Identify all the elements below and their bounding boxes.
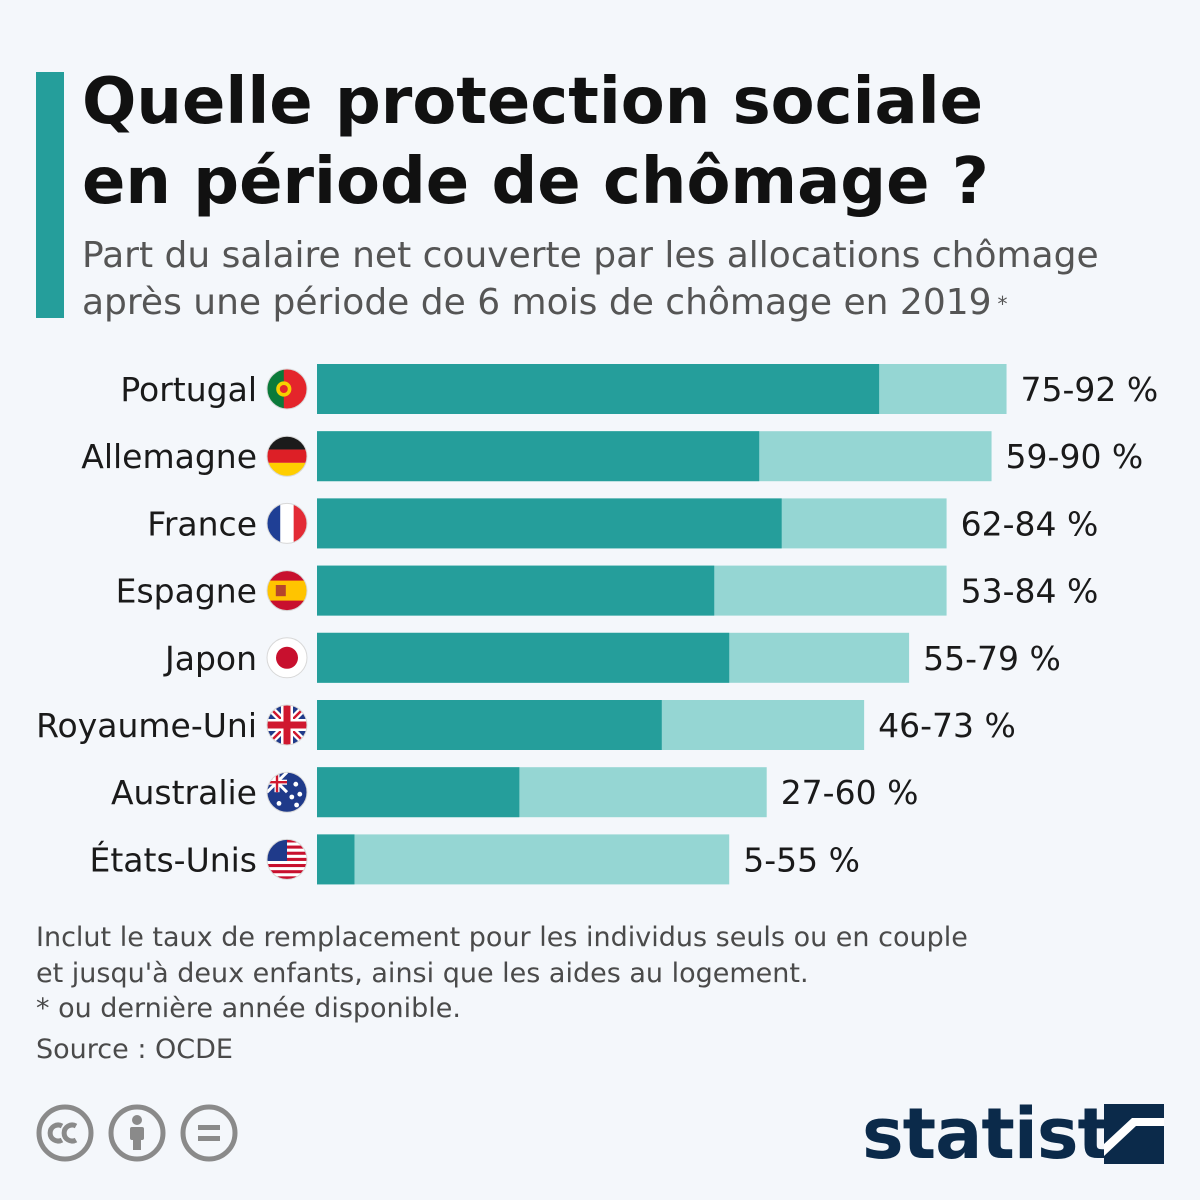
data-label: 59-90 % <box>1006 437 1144 476</box>
data-label: 27-60 % <box>781 773 919 812</box>
no-derivatives-icon[interactable] <box>180 1104 238 1162</box>
spain-flag-icon <box>266 570 308 612</box>
bar-min <box>317 700 662 750</box>
chart-title: Quelle protection sociale en période de … <box>82 62 1172 222</box>
footnote: Inclut le taux de remplacement pour les … <box>36 920 1136 1027</box>
country-label: Allemagne <box>81 437 257 476</box>
country-label: Royaume-Uni <box>36 706 257 745</box>
bar-min <box>317 632 730 683</box>
bar-row: Espagne 53-84 % <box>116 565 1099 616</box>
country-label: États-Unis <box>90 839 257 879</box>
title-accent-bar <box>36 72 64 318</box>
bar-row: Royaume-Uni 46-73 % <box>36 700 1016 750</box>
data-label: 5-55 % <box>743 840 860 879</box>
france-flag-icon <box>266 502 308 544</box>
bar-row: Allemagne 59-90 % <box>81 431 1144 482</box>
data-label: 75-92 % <box>1021 370 1159 409</box>
subtitle-line-2: après une période de 6 mois de chômage e… <box>82 279 1182 326</box>
bar-min <box>317 431 760 482</box>
data-label: 55-79 % <box>923 639 1061 678</box>
bar-min <box>317 565 715 616</box>
bar-min <box>317 834 355 885</box>
country-label: France <box>147 504 257 543</box>
subtitle-asterisk: * <box>997 292 1008 316</box>
country-label: Japon <box>163 639 257 678</box>
country-label: Espagne <box>116 572 257 611</box>
footnote-line-2: et jusqu'à deux enfants, ainsi que les a… <box>36 957 809 989</box>
bar-min <box>317 767 520 818</box>
subtitle-line-1: Part du salaire net couverte par les all… <box>82 235 1099 276</box>
title-line-1: Quelle protection sociale <box>82 65 984 139</box>
germany-flag-icon <box>266 435 308 477</box>
title-line-2: en période de chômage ? <box>82 145 989 219</box>
country-label: Australie <box>111 773 257 812</box>
data-label: 53-84 % <box>961 572 1099 611</box>
bar-row: États-Unis 5-55 % <box>90 834 860 885</box>
australia-flag-icon <box>266 771 308 813</box>
bar-row: Portugal 75-92 % <box>120 364 1158 414</box>
usa-flag-icon <box>266 838 308 880</box>
uk-flag-icon <box>266 704 308 746</box>
portugal-flag-icon <box>266 368 308 410</box>
bar-row: Japon 55-79 % <box>163 632 1061 683</box>
japan-flag-icon <box>266 637 308 679</box>
country-label: Portugal <box>120 370 257 409</box>
footnote-line-1: Inclut le taux de remplacement pour les … <box>36 922 968 953</box>
bar-row: France 62-84 % <box>147 498 1099 549</box>
source-note: Source : OCDE <box>36 1034 233 1065</box>
data-label: 46-73 % <box>878 706 1016 745</box>
attribution-icon[interactable] <box>108 1104 166 1162</box>
statista-logo-icon[interactable] <box>1104 1104 1164 1164</box>
bar-min <box>317 498 782 549</box>
subtitle-line-2-text: après une période de 6 mois de chômage e… <box>82 282 992 323</box>
bar-chart: Portugal 75-92 % Allemagne 59-90 % France 62-… <box>36 364 1158 885</box>
cc-icon[interactable] <box>36 1104 94 1162</box>
bar-row: Australie 27-60 % <box>111 767 919 818</box>
data-label: 62-84 % <box>961 504 1099 543</box>
bar-min <box>317 364 880 414</box>
bar-max <box>317 834 730 885</box>
footnote-line-3: * ou dernière année disponible. <box>36 993 461 1024</box>
chart-subtitle: Part du salaire net couverte par les all… <box>82 232 1182 326</box>
